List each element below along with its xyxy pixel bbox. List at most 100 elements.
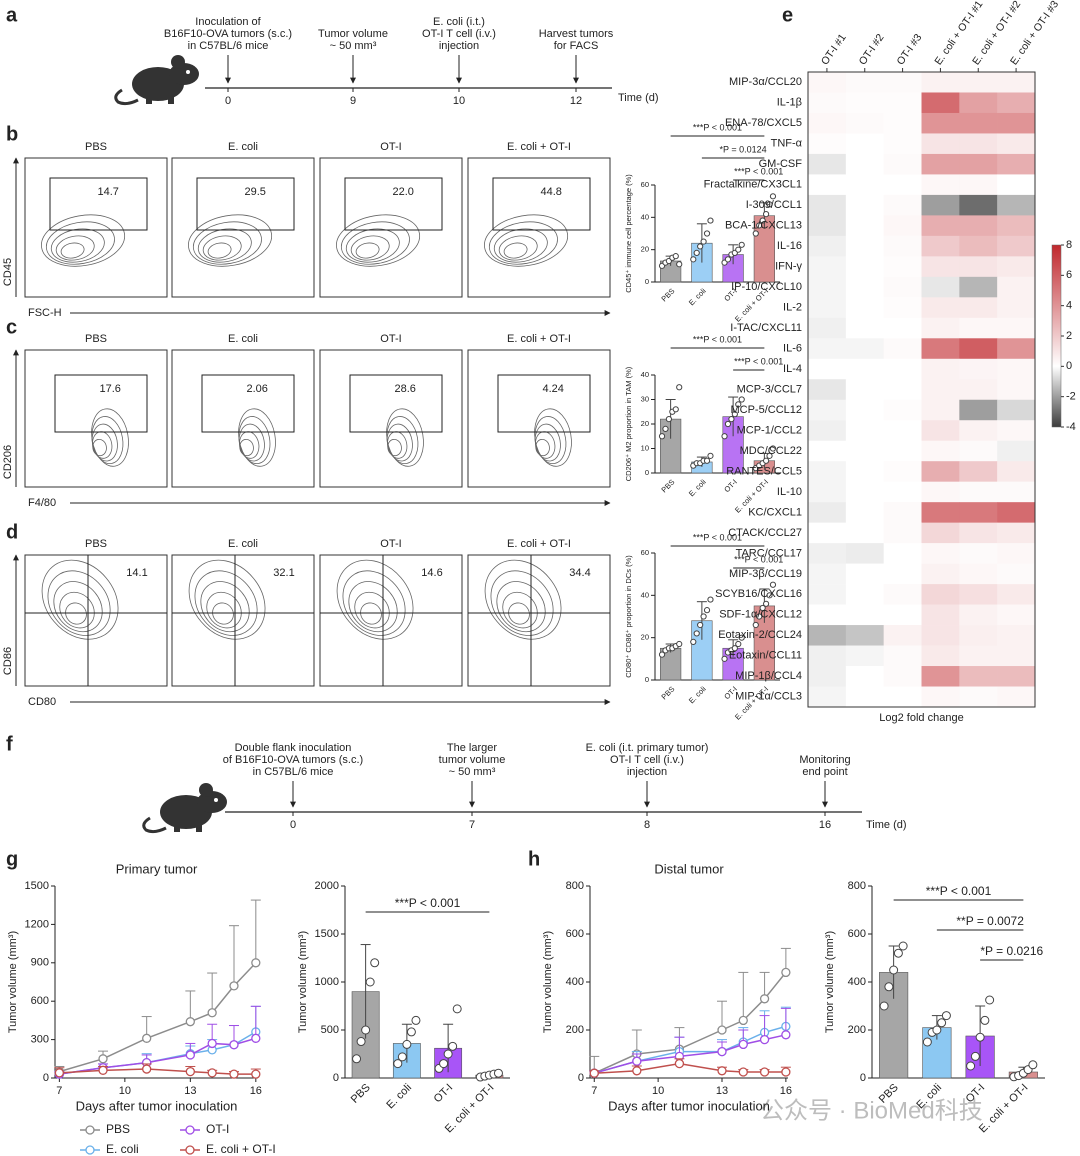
heatmap-cell — [883, 543, 922, 564]
heatmap-cell — [883, 502, 922, 523]
x-tick-label: PBS — [659, 286, 676, 303]
heatmap-cell — [808, 317, 847, 339]
x-tick-label: 10 — [119, 1085, 131, 1097]
marker — [207, 1038, 217, 1049]
marker — [98, 1065, 108, 1075]
plot-frame — [467, 157, 611, 298]
x-tick-label: E. coli — [687, 477, 708, 498]
heatmap-cell — [921, 625, 960, 646]
heatmap-frame — [807, 71, 1036, 708]
y-tick-label: 400 — [848, 976, 866, 988]
row-label: MDC/CCL22 — [740, 445, 802, 457]
contour — [350, 235, 390, 261]
contour — [360, 602, 382, 625]
row-label: MIP-3β/CCL19 — [729, 568, 802, 580]
contour — [496, 581, 546, 633]
row-label: TARC/CCL17 — [736, 547, 802, 559]
row-label: IL-2 — [783, 301, 802, 313]
contour — [340, 221, 410, 265]
heatmap-cell — [845, 563, 884, 585]
heatmap-cell — [997, 584, 1036, 605]
heatmap-cell — [921, 420, 960, 442]
heatmap-cell — [883, 276, 922, 298]
data-point — [406, 1027, 416, 1037]
data-point — [731, 645, 738, 652]
plot-frame — [171, 554, 315, 687]
group-header: E. coli + OT-I — [507, 333, 571, 345]
x-tick-label: 7 — [591, 1085, 597, 1097]
data-point — [879, 1001, 889, 1011]
row-label: MIP-1α/CCL3 — [735, 691, 802, 703]
axis-label: FSC-H — [28, 307, 62, 319]
contour — [488, 221, 558, 265]
plot-frame — [467, 349, 611, 488]
heatmap-cell — [845, 92, 884, 114]
significance-label: ***P < 0.001 — [693, 122, 742, 132]
heatmap-cell — [959, 625, 998, 646]
heatmap-cell — [883, 420, 922, 442]
group-header: OT-I — [380, 538, 401, 550]
row-label: I-309/CCL1 — [746, 199, 802, 211]
heatmap-cell — [883, 481, 922, 503]
x-tick-label: PBS — [659, 477, 676, 494]
data-point — [721, 655, 728, 662]
plot-frame — [24, 349, 168, 488]
heatmap-cell — [921, 174, 960, 196]
heatmap-cell — [997, 399, 1036, 421]
data-point — [662, 425, 669, 432]
heatmap-cell — [845, 543, 884, 564]
heatmap-cell — [959, 235, 998, 257]
column-label: OT-I #1 — [819, 32, 849, 68]
gate — [54, 374, 148, 433]
series-line — [59, 1037, 257, 1075]
row-label: IFN-γ — [775, 261, 802, 273]
heatmap-cell — [921, 399, 960, 421]
heatmap-cell — [845, 215, 884, 237]
gate-percentage: 2.06 — [246, 383, 267, 395]
marker — [738, 1015, 748, 1026]
heatmap-cell — [845, 317, 884, 339]
y-tick-label: 0 — [578, 1072, 584, 1084]
heatmap-cell — [959, 256, 998, 278]
heatmap-cell — [808, 522, 847, 544]
event-text: B16F10-OVA tumors (s.c.) — [164, 28, 292, 40]
heatmap-cell — [959, 92, 998, 114]
data-point — [759, 217, 766, 224]
heatmap-cell — [997, 153, 1036, 175]
legend-marker — [185, 1125, 195, 1135]
legend-label: E. coli — [106, 1142, 139, 1156]
data-point — [703, 607, 711, 614]
event-text: of B16F10-OVA tumors (s.c.) — [223, 754, 363, 766]
heatmap-cell — [845, 379, 884, 401]
data-point — [703, 230, 711, 237]
heatmap-cell — [959, 112, 998, 134]
contour — [342, 570, 406, 636]
y-tick-label: 600 — [566, 928, 584, 940]
legend-marker — [85, 1145, 95, 1155]
heatmap-cell — [997, 379, 1036, 401]
group-header: E. coli + OT-I — [507, 141, 571, 153]
data-point — [752, 230, 759, 237]
colorbar-tick-label: 8 — [1066, 239, 1072, 251]
data-point — [769, 193, 777, 200]
heatmap-cell — [808, 625, 847, 646]
data-point — [898, 941, 908, 951]
heatmap-cell — [959, 645, 998, 667]
heatmap-cell — [808, 666, 847, 687]
heatmap-cell — [883, 174, 922, 196]
heatmap-cell — [808, 194, 847, 216]
marker — [759, 1034, 770, 1045]
heatmap-cell — [808, 481, 847, 503]
contour — [484, 559, 562, 640]
axis-label: CD206 — [2, 445, 14, 479]
row-label: GM-CSF — [759, 158, 803, 170]
event-text: in C57BL/6 mice — [188, 40, 269, 52]
marker — [781, 1067, 791, 1077]
heatmap-cell — [997, 235, 1036, 257]
data-point — [735, 401, 742, 408]
heatmap-cell — [921, 461, 960, 482]
heatmap-cell — [997, 543, 1036, 564]
x-tick-label: PBS — [349, 1082, 373, 1106]
x-tick-label: 13 — [184, 1085, 196, 1097]
colorbar-label: Log2 fold change — [879, 712, 963, 724]
